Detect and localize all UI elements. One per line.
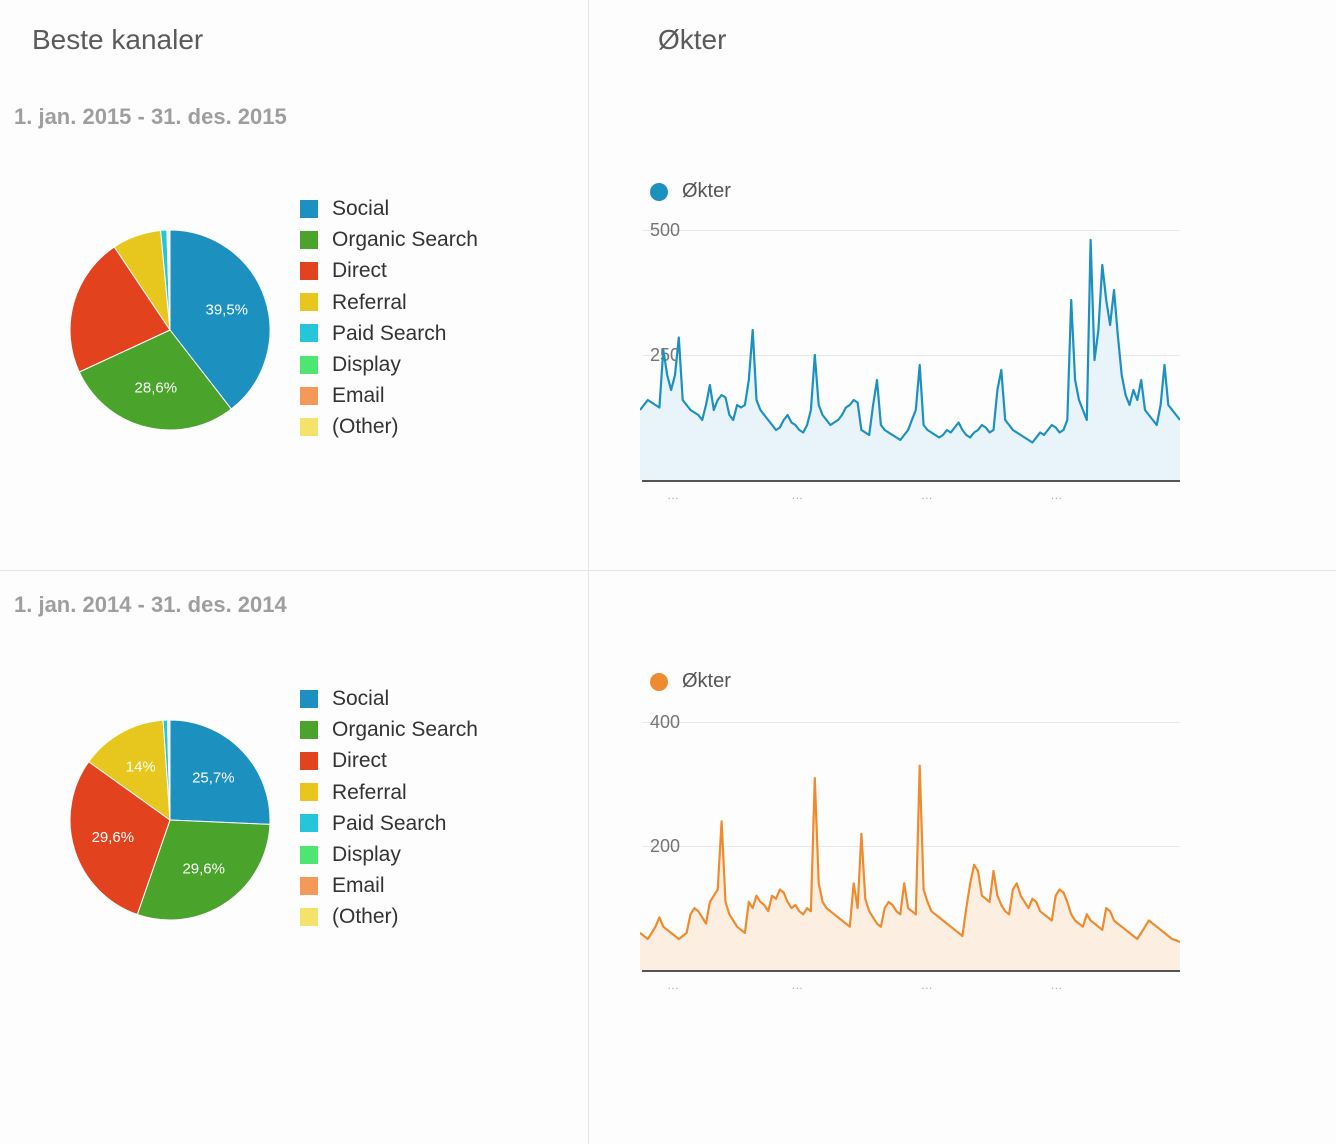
pie-slice-label: 29,6% bbox=[182, 861, 225, 878]
legend-item[interactable]: Paid Search bbox=[300, 811, 478, 836]
legend-dot-icon bbox=[650, 673, 668, 691]
legend-item[interactable]: Email bbox=[300, 873, 478, 898]
pie-slice-label: 39,5% bbox=[205, 302, 248, 319]
legend-swatch-icon bbox=[300, 262, 318, 280]
legend-label: Social bbox=[332, 686, 389, 711]
legend-label: Referral bbox=[332, 780, 407, 805]
area-fill bbox=[640, 240, 1180, 480]
legend-swatch-icon bbox=[300, 387, 318, 405]
legend-swatch-icon bbox=[300, 418, 318, 436]
x-axis bbox=[642, 970, 1180, 972]
pie-slice-label: 25,7% bbox=[192, 769, 235, 786]
legend-label: Email bbox=[332, 873, 385, 898]
legend-label: Organic Search bbox=[332, 227, 478, 252]
legend-label: Paid Search bbox=[332, 811, 446, 836]
pie-2015-cell: 39,5% 28,6% Social Organic Search Direct Ref… bbox=[0, 150, 588, 550]
xtick-marker: … bbox=[667, 978, 681, 992]
legend-label: (Other) bbox=[332, 414, 399, 439]
titles-row: Beste kanaler Økter bbox=[0, 24, 1336, 74]
legend-swatch-icon bbox=[300, 690, 318, 708]
legend-swatch-icon bbox=[300, 752, 318, 770]
legend-swatch-icon bbox=[300, 877, 318, 895]
pie-2014-legend: Social Organic Search Direct Referral Paid S… bbox=[300, 680, 478, 936]
legend-item[interactable]: Organic Search bbox=[300, 227, 478, 252]
sessions-2014-legend: Økter bbox=[650, 670, 731, 693]
date-range-2015: 1. jan. 2015 - 31. des. 2015 bbox=[14, 104, 287, 130]
xtick-marker: … bbox=[791, 978, 805, 992]
legend-swatch-icon bbox=[300, 293, 318, 311]
row-divider bbox=[0, 570, 1336, 571]
legend-label: Organic Search bbox=[332, 717, 478, 742]
legend-swatch-icon bbox=[300, 783, 318, 801]
legend-label: Social bbox=[332, 196, 389, 221]
legend-swatch-icon bbox=[300, 908, 318, 926]
pie-2014-cell: 25,7% 29,6% 29,6% 14% Social Organic Search D… bbox=[0, 640, 588, 1040]
analytics-dashboard: Beste kanaler Økter 1. jan. 2015 - 31. d… bbox=[0, 0, 1336, 1144]
column-divider bbox=[588, 0, 589, 1144]
legend-swatch-icon bbox=[300, 324, 318, 342]
legend-item[interactable]: Paid Search bbox=[300, 321, 478, 346]
pie-2014: 25,7% 29,6% 29,6% 14% bbox=[60, 710, 280, 930]
legend-item[interactable]: Social bbox=[300, 196, 478, 221]
legend-item[interactable]: Referral bbox=[300, 290, 478, 315]
xtick-marker: … bbox=[1050, 978, 1064, 992]
sessions-2015-cell: Økter 250500 ………… bbox=[600, 150, 1200, 550]
sessions-title: Økter bbox=[658, 24, 726, 56]
sessions-2014-cell: Økter 200400 ………… bbox=[600, 640, 1200, 1040]
pie-slice-label: 28,6% bbox=[135, 379, 178, 396]
legend-label: Email bbox=[332, 383, 385, 408]
legend-swatch-icon bbox=[300, 814, 318, 832]
legend-item[interactable]: Email bbox=[300, 383, 478, 408]
legend-item[interactable]: Social bbox=[300, 686, 478, 711]
legend-swatch-icon bbox=[300, 721, 318, 739]
legend-item[interactable]: Display bbox=[300, 842, 478, 867]
legend-label: Direct bbox=[332, 748, 387, 773]
legend-item[interactable]: Direct bbox=[300, 748, 478, 773]
legend-label: (Other) bbox=[332, 904, 399, 929]
legend-swatch-icon bbox=[300, 231, 318, 249]
legend-swatch-icon bbox=[300, 200, 318, 218]
x-axis bbox=[642, 480, 1180, 482]
xtick-marker: … bbox=[921, 978, 935, 992]
xtick-marker: … bbox=[921, 488, 935, 502]
sessions-2015-legend: Økter bbox=[650, 180, 731, 203]
legend-item[interactable]: (Other) bbox=[300, 414, 478, 439]
pie-2015-legend: Social Organic Search Direct Referral Paid S… bbox=[300, 190, 478, 446]
legend-item[interactable]: (Other) bbox=[300, 904, 478, 929]
sessions-2014-legend-label: Økter bbox=[682, 670, 731, 693]
pie-2015: 39,5% 28,6% bbox=[60, 220, 280, 440]
legend-item[interactable]: Display bbox=[300, 352, 478, 377]
legend-dot-icon bbox=[650, 183, 668, 201]
pie-slice-label: 29,6% bbox=[92, 829, 135, 846]
sessions-2015-legend-label: Økter bbox=[682, 180, 731, 203]
area-fill bbox=[640, 766, 1180, 970]
legend-item[interactable]: Referral bbox=[300, 780, 478, 805]
xtick-marker: … bbox=[667, 488, 681, 502]
channels-title: Beste kanaler bbox=[32, 24, 203, 56]
legend-item[interactable]: Direct bbox=[300, 258, 478, 283]
legend-label: Display bbox=[332, 842, 401, 867]
legend-swatch-icon bbox=[300, 846, 318, 864]
pie-slice[interactable] bbox=[169, 230, 170, 330]
xtick-marker: … bbox=[1050, 488, 1064, 502]
legend-label: Display bbox=[332, 352, 401, 377]
legend-label: Direct bbox=[332, 258, 387, 283]
legend-swatch-icon bbox=[300, 356, 318, 374]
pie-slice-label: 14% bbox=[126, 759, 156, 776]
legend-label: Paid Search bbox=[332, 321, 446, 346]
date-range-2014: 1. jan. 2014 - 31. des. 2014 bbox=[14, 592, 287, 618]
pie-slice[interactable] bbox=[169, 720, 170, 820]
legend-item[interactable]: Organic Search bbox=[300, 717, 478, 742]
legend-label: Referral bbox=[332, 290, 407, 315]
sessions-2014-chart bbox=[640, 710, 1180, 970]
xtick-marker: … bbox=[791, 488, 805, 502]
sessions-2015-chart bbox=[640, 220, 1180, 480]
